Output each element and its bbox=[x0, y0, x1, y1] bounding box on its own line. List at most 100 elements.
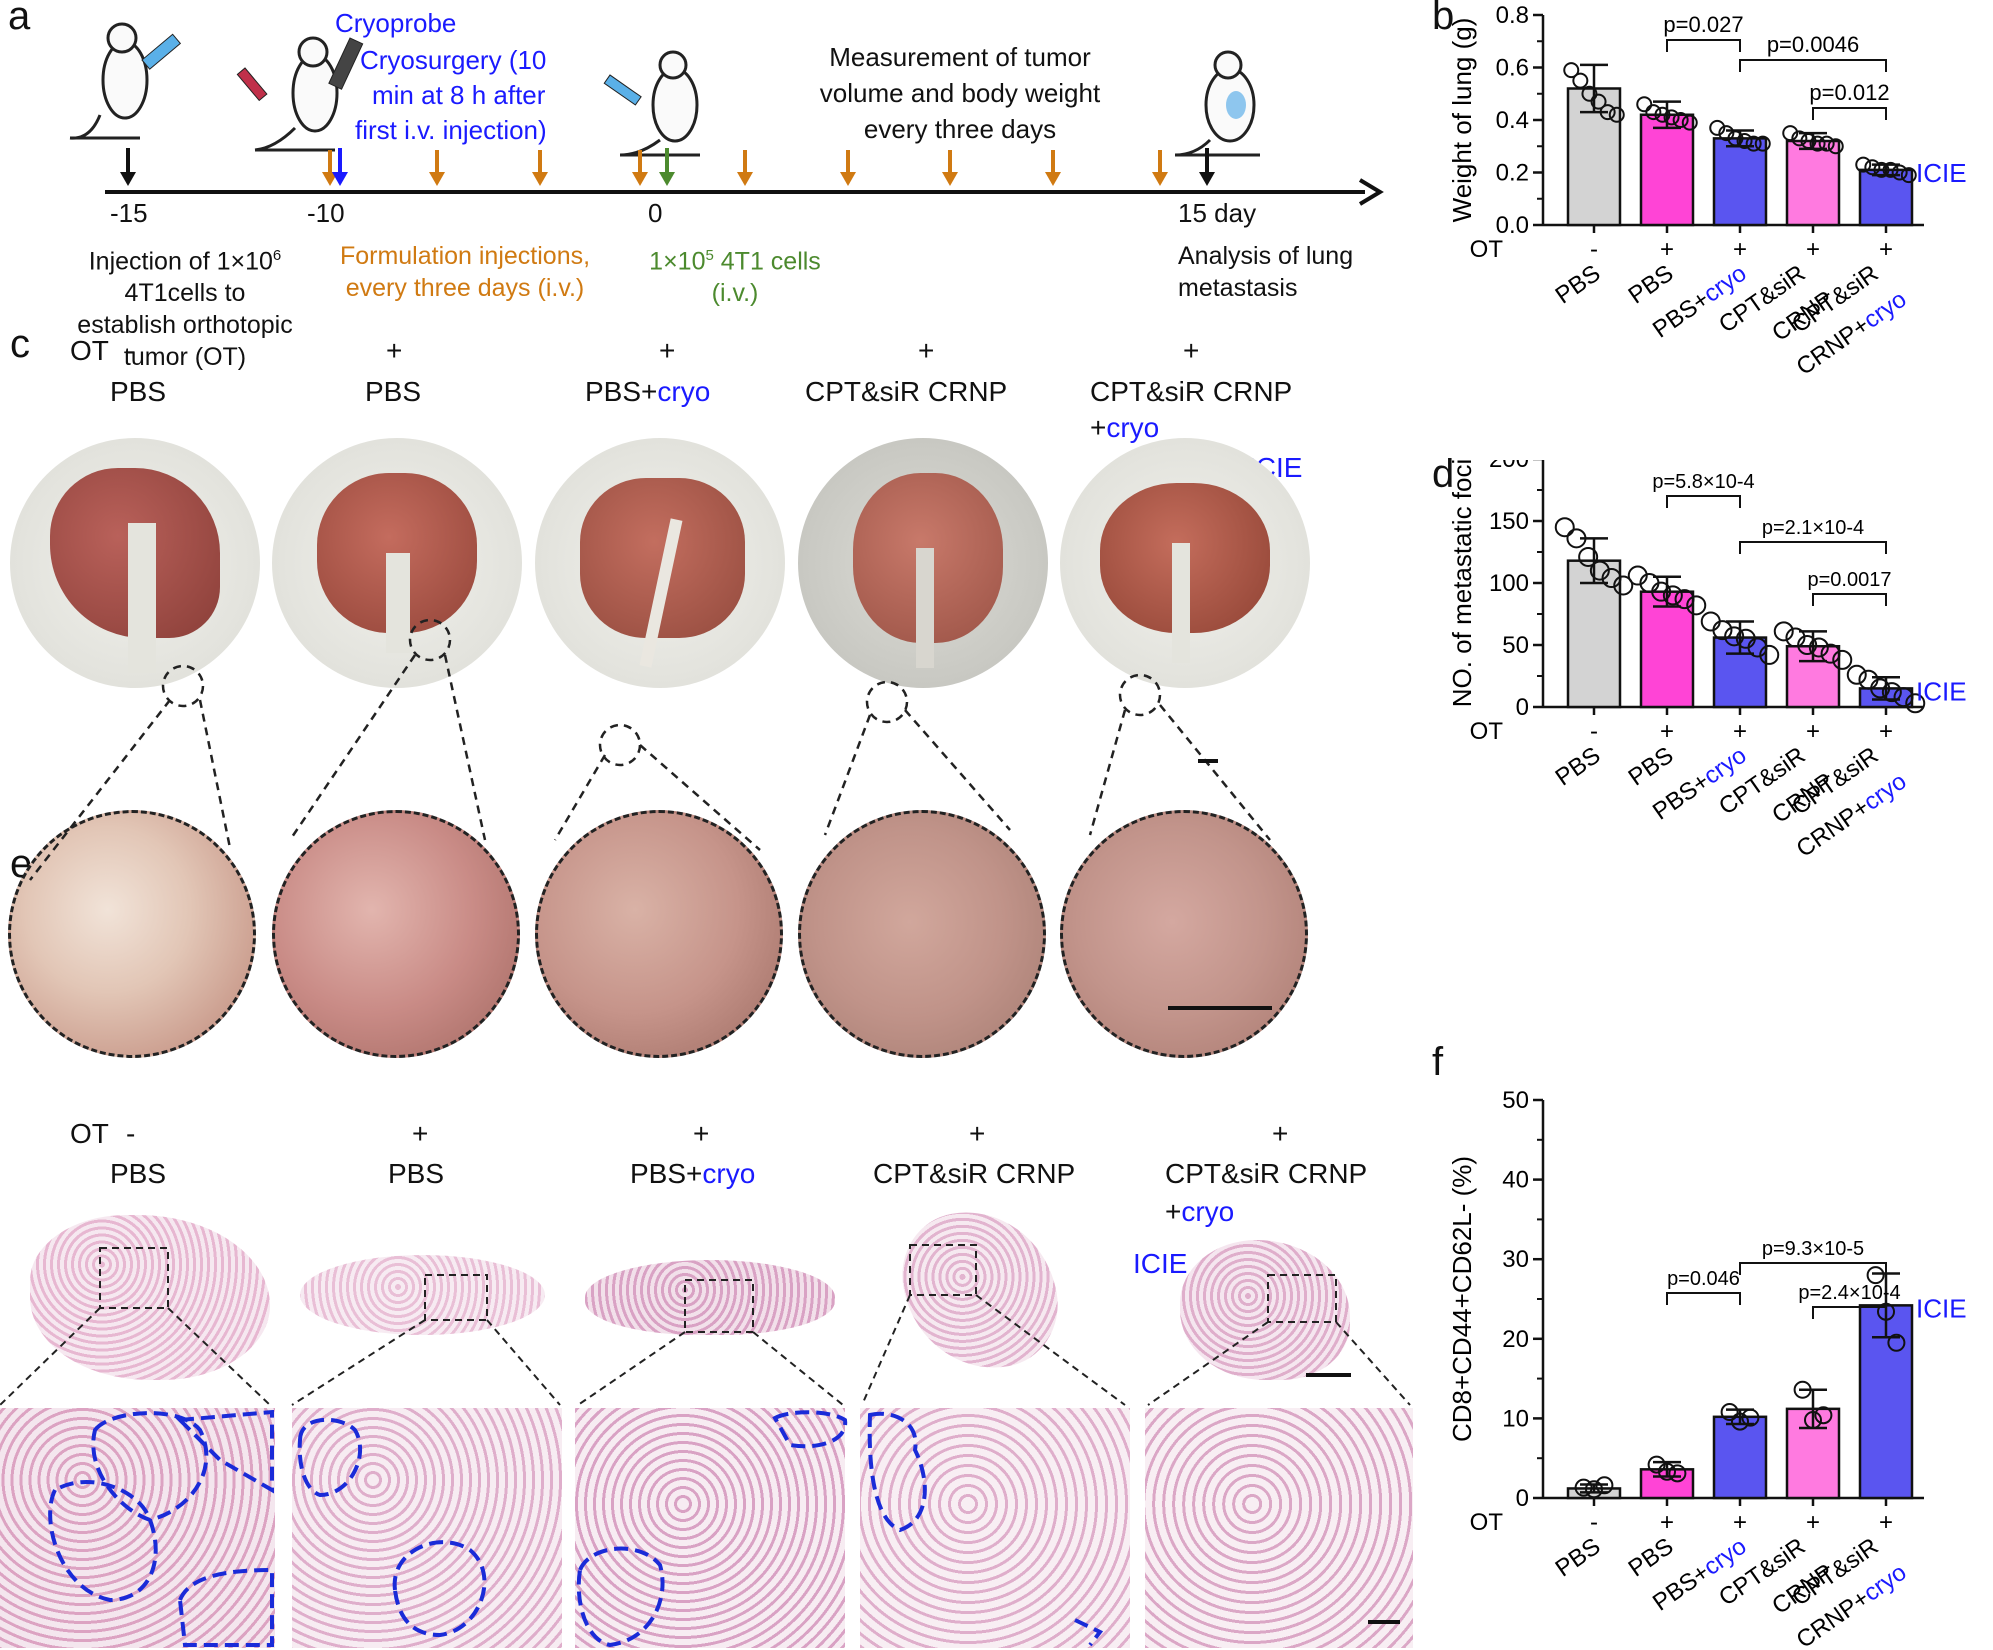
y-tick-label: 100 bbox=[1489, 570, 1529, 597]
ot-value: + bbox=[1660, 1509, 1674, 1536]
c-group-3: PBS+cryo bbox=[585, 376, 710, 408]
y-tick-label: 0 bbox=[1516, 1485, 1529, 1512]
data-point bbox=[1662, 585, 1683, 606]
data-point bbox=[1804, 1410, 1822, 1429]
p-value-label: p=0.027 bbox=[1663, 12, 1743, 37]
significance-bracket bbox=[1812, 1306, 1887, 1319]
injection-line-4: tumor (OT) bbox=[123, 343, 247, 372]
data-point bbox=[1754, 135, 1771, 152]
measurement-line-3: every three days bbox=[863, 114, 1057, 144]
data-point bbox=[1893, 687, 1914, 708]
x-category-label: PBS bbox=[1624, 260, 1679, 310]
formulation-arrow-head bbox=[429, 172, 445, 186]
data-point bbox=[1887, 1333, 1906, 1352]
e-ot-value-1: - bbox=[126, 1118, 136, 1149]
data-point bbox=[1627, 565, 1648, 586]
formulation-arrow-head bbox=[737, 172, 753, 186]
lung-photo-1 bbox=[10, 438, 260, 688]
panel-label-c: c bbox=[10, 322, 30, 366]
cells-line-1a: 1×10 bbox=[649, 247, 706, 276]
data-point bbox=[1818, 135, 1835, 152]
x-category-label: PBS bbox=[1551, 1533, 1606, 1583]
data-point bbox=[1809, 135, 1826, 152]
icie-label: ICIE bbox=[1916, 158, 1967, 188]
y-axis-label: NO. of metastatic foci bbox=[1447, 460, 1477, 707]
y-tick-label: 0 bbox=[1516, 694, 1529, 721]
e-group-4: CPT&siR CRNP bbox=[873, 1158, 1076, 1189]
data-point bbox=[1891, 164, 1908, 181]
formulation-line-2: every three days (i.v.) bbox=[345, 274, 585, 302]
data-point bbox=[1864, 159, 1881, 176]
y-tick-label: 0.2 bbox=[1496, 160, 1529, 187]
data-point bbox=[1686, 595, 1707, 616]
p-value-label: p=2.1×10-4 bbox=[1762, 517, 1864, 539]
e-ot-value-3: + bbox=[693, 1118, 710, 1149]
data-point bbox=[1745, 135, 1762, 152]
data-point bbox=[1658, 1462, 1676, 1481]
data-point bbox=[1866, 1266, 1885, 1285]
cells-sup: 5 bbox=[705, 247, 714, 264]
histology-annotations bbox=[0, 1244, 1411, 1648]
data-point bbox=[1566, 528, 1587, 549]
cryosurgery-line-2: min at 8 h after bbox=[372, 80, 546, 110]
c-group-5-plus: + bbox=[1090, 412, 1107, 443]
mouse-icon bbox=[1174, 50, 1260, 157]
ot-value: + bbox=[1660, 718, 1674, 745]
formulation-arrow-head bbox=[632, 172, 648, 186]
data-point bbox=[1873, 161, 1890, 178]
p-value-label: p=5.8×10-4 bbox=[1652, 471, 1754, 493]
lung-photo-4 bbox=[798, 438, 1048, 688]
ot-value: + bbox=[1733, 236, 1747, 263]
data-point bbox=[1820, 643, 1841, 664]
ot-value: + bbox=[1660, 236, 1674, 263]
ot-value: + bbox=[1733, 1509, 1747, 1536]
y-tick-label: 0.8 bbox=[1496, 2, 1529, 29]
lung-zoom-2 bbox=[272, 810, 520, 1058]
data-point bbox=[1590, 93, 1607, 110]
data-point bbox=[1563, 62, 1580, 79]
lung-zoom-5 bbox=[1060, 810, 1308, 1058]
data-point bbox=[1589, 560, 1610, 581]
bar bbox=[1712, 137, 1768, 227]
data-point bbox=[1645, 104, 1662, 121]
data-point bbox=[1881, 682, 1902, 703]
section-overview-5 bbox=[1180, 1240, 1350, 1380]
data-point bbox=[1636, 96, 1653, 113]
tick-minus15: -15 bbox=[110, 198, 148, 228]
data-point bbox=[1601, 568, 1622, 589]
section-overview-1 bbox=[30, 1215, 270, 1380]
p-value-label: p=0.0046 bbox=[1767, 32, 1859, 57]
data-point bbox=[1877, 1302, 1895, 1321]
significance-bracket bbox=[1666, 39, 1741, 52]
chart-d: 0 50 100 150 200 NO. of metastatic foci ICIE p=… bbox=[1447, 460, 1967, 863]
data-point bbox=[1727, 130, 1744, 147]
panel-label-d: d bbox=[1432, 452, 1455, 496]
c-group-5-cryo: +cryo bbox=[1090, 412, 1159, 444]
cryo-arrow-head bbox=[332, 172, 348, 186]
data-point bbox=[1858, 669, 1879, 690]
data-point bbox=[1700, 611, 1721, 632]
ot-value: + bbox=[1879, 718, 1893, 745]
e-group-1: PBS bbox=[110, 1158, 167, 1189]
cells-description: 1×105 4T1 cells (i.v.) bbox=[620, 240, 850, 309]
formulation-arrow-head bbox=[532, 172, 548, 186]
data-point bbox=[1654, 106, 1671, 123]
e-icie-label: ICIE bbox=[1133, 1248, 1188, 1279]
data-point bbox=[1718, 125, 1735, 142]
ot-value: + bbox=[1806, 236, 1820, 263]
y-tick-label: 30 bbox=[1502, 1246, 1529, 1273]
data-point bbox=[1855, 156, 1872, 173]
y-tick-label: 0.4 bbox=[1496, 107, 1529, 134]
injection-line-1: Injection of 1×10 bbox=[88, 247, 273, 276]
analysis-arrow-head bbox=[1199, 172, 1215, 186]
injection-line-2: 4T1cells to bbox=[124, 279, 246, 308]
data-point bbox=[1882, 161, 1899, 178]
c-ot-value-3: + bbox=[659, 335, 676, 366]
c-ot-value-5: + bbox=[1183, 335, 1200, 366]
y-tick-label: 0.6 bbox=[1496, 55, 1529, 82]
significance-bracket bbox=[1739, 1262, 1887, 1275]
y-tick-label: 200 bbox=[1489, 460, 1529, 473]
panel-label-f: f bbox=[1432, 1040, 1444, 1084]
analysis-description: Analysis of lung metastasis bbox=[1178, 240, 1418, 304]
data-point bbox=[1668, 1464, 1687, 1483]
